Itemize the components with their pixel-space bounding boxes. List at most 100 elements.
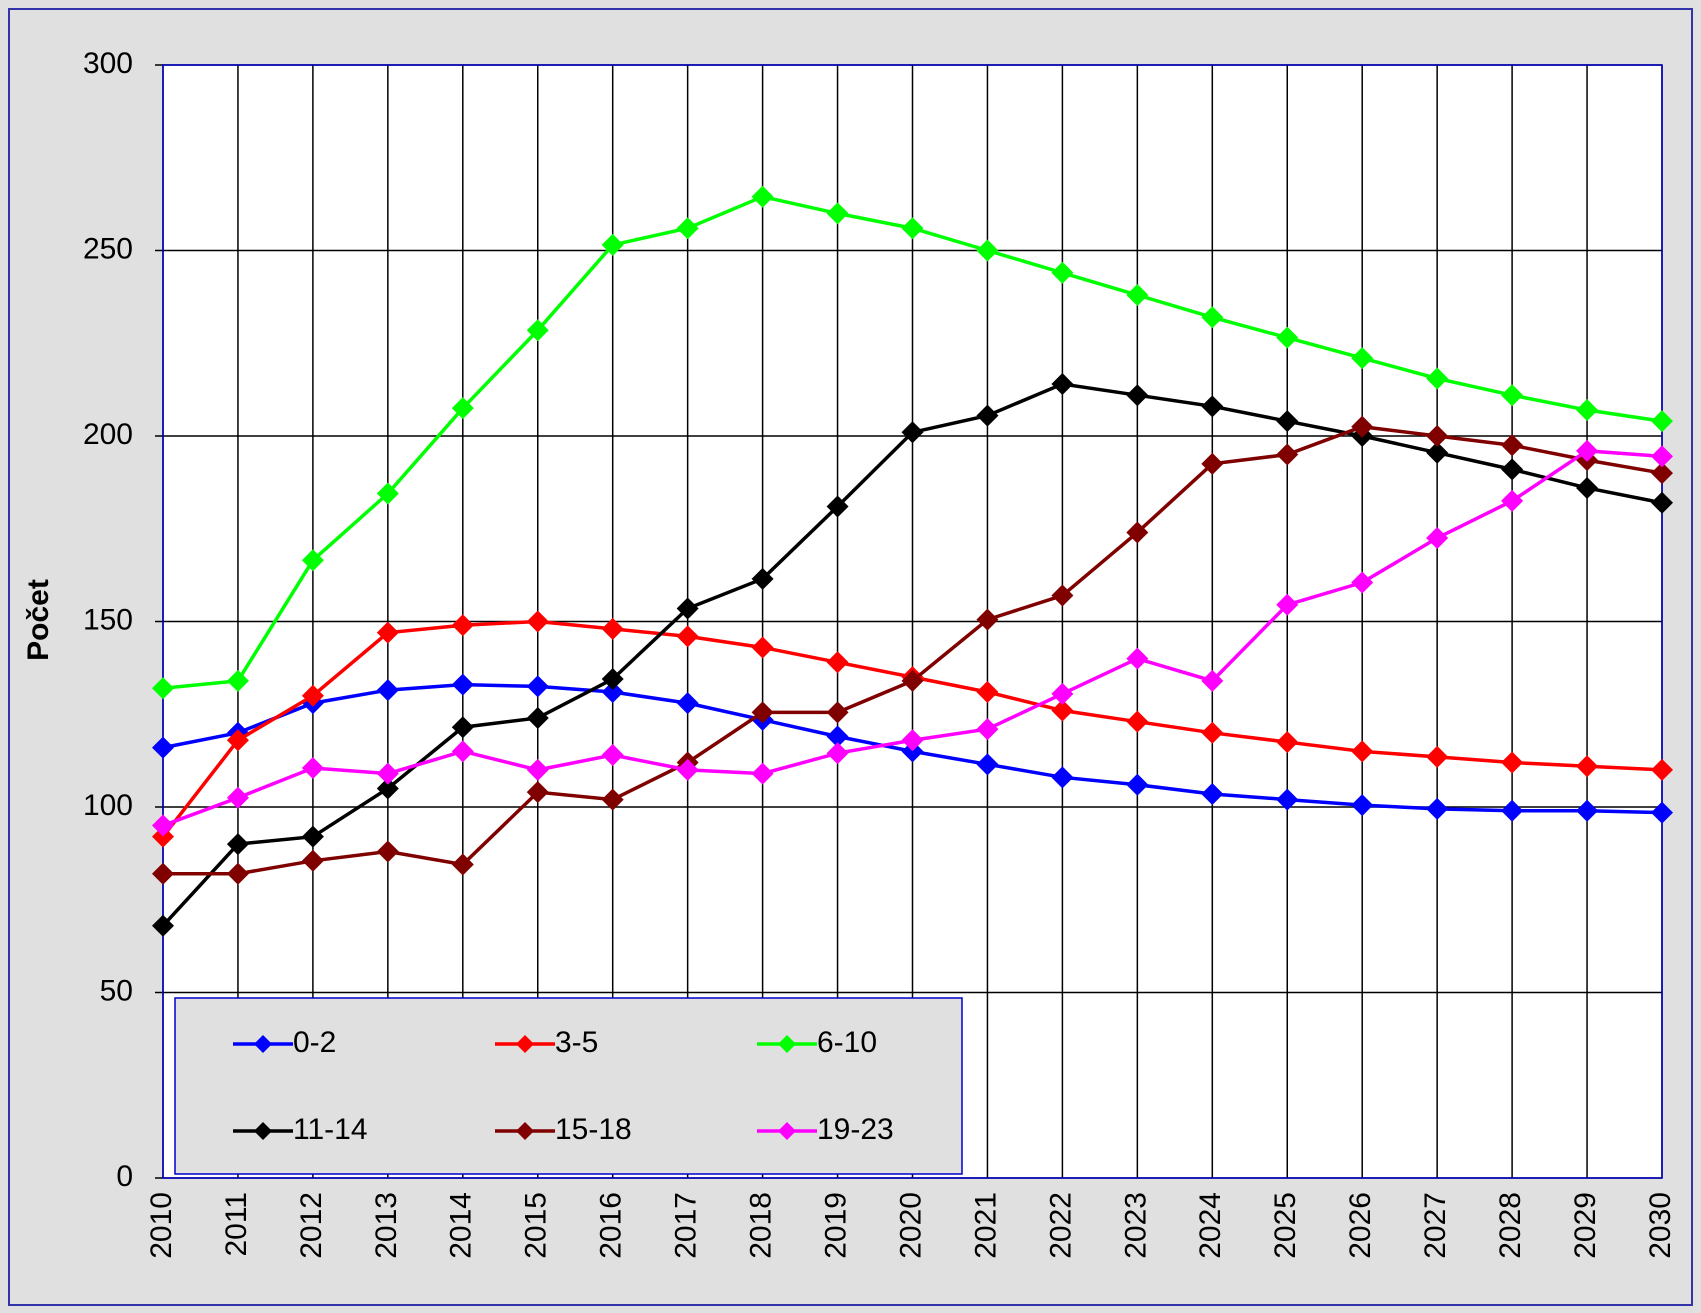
- point: [1651, 445, 1673, 468]
- x-tick-label: 2018: [745, 1192, 778, 1259]
- point: [1351, 740, 1374, 763]
- y-tick-label: 150: [83, 603, 133, 636]
- point: [1201, 669, 1224, 692]
- x-tick-label: 2022: [1044, 1192, 1077, 1259]
- point: [376, 621, 399, 644]
- point: [301, 757, 324, 780]
- x-tick-label: 2030: [1644, 1192, 1677, 1259]
- point: [301, 825, 324, 848]
- x-tick-label: 2015: [520, 1192, 553, 1259]
- point: [1126, 773, 1149, 796]
- point: [601, 680, 624, 703]
- x-tick-label: 2024: [1194, 1192, 1227, 1259]
- point: [451, 614, 474, 637]
- point: [226, 862, 249, 885]
- point: [676, 758, 699, 781]
- point: [1351, 415, 1374, 438]
- point: [1201, 306, 1224, 329]
- point: [751, 185, 774, 208]
- point: [826, 651, 849, 674]
- point: [152, 677, 174, 700]
- point: [451, 853, 474, 876]
- point: [601, 617, 624, 640]
- x-tick-label: 2017: [670, 1192, 703, 1259]
- x-tick-label: 2016: [595, 1192, 628, 1259]
- point: [1501, 384, 1524, 407]
- point: [751, 701, 774, 724]
- point: [152, 814, 174, 837]
- legend-label: 0-2: [293, 1026, 336, 1059]
- point: [751, 636, 774, 659]
- point: [1576, 799, 1599, 822]
- point: [601, 744, 624, 767]
- point: [1051, 766, 1074, 789]
- point: [1501, 799, 1524, 822]
- point: [1201, 452, 1224, 475]
- point: [826, 701, 849, 724]
- point: [676, 597, 699, 620]
- y-tick-label: 100: [83, 789, 133, 822]
- legend-label: 11-14: [293, 1113, 368, 1146]
- point: [152, 825, 174, 848]
- point: [1276, 326, 1299, 349]
- point: [526, 706, 549, 729]
- point: [1351, 794, 1374, 817]
- point: [376, 482, 399, 505]
- x-tick-label: 2013: [370, 1192, 403, 1259]
- point: [226, 729, 249, 752]
- point: [376, 840, 399, 863]
- x-tick-label: 2011: [220, 1192, 253, 1257]
- legend-label: 6-10: [817, 1026, 877, 1059]
- point: [152, 862, 174, 885]
- point: [451, 716, 474, 739]
- legend-marker: [254, 1122, 272, 1140]
- point: [376, 777, 399, 800]
- point: [826, 495, 849, 518]
- legend-marker: [778, 1122, 796, 1140]
- point: [1501, 489, 1524, 512]
- point: [1126, 710, 1149, 733]
- point: [1576, 399, 1599, 422]
- point: [1576, 476, 1599, 499]
- point: [751, 567, 774, 590]
- point: [1276, 731, 1299, 754]
- point: [1051, 682, 1074, 705]
- point: [751, 762, 774, 785]
- point: [901, 740, 924, 763]
- point: [301, 849, 324, 872]
- point: [152, 736, 174, 759]
- point: [1501, 458, 1524, 481]
- x-tick-label: 2026: [1344, 1192, 1377, 1259]
- legend-marker: [254, 1035, 272, 1053]
- point: [1426, 425, 1449, 447]
- point: [1201, 395, 1224, 418]
- point: [1426, 527, 1449, 550]
- point: [901, 729, 924, 752]
- legend-marker: [516, 1035, 534, 1053]
- x-tick-label: 2014: [445, 1192, 478, 1259]
- point: [1426, 441, 1449, 464]
- x-tick-label: 2020: [894, 1192, 927, 1259]
- point: [1126, 521, 1149, 544]
- point: [1276, 410, 1299, 433]
- point: [976, 680, 999, 703]
- point: [601, 233, 624, 256]
- point: [301, 549, 324, 572]
- point: [1051, 699, 1074, 722]
- point: [526, 610, 549, 633]
- point: [376, 762, 399, 785]
- y-tick-label: 50: [100, 974, 133, 1007]
- point: [901, 217, 924, 240]
- point: [1276, 443, 1299, 466]
- legend-marker: [516, 1122, 534, 1140]
- plot-border: [162, 64, 1663, 1179]
- x-tick-label: 2012: [295, 1192, 328, 1259]
- point: [976, 718, 999, 741]
- point: [1051, 261, 1074, 284]
- legend: [174, 997, 963, 1175]
- point: [1501, 751, 1524, 774]
- point: [1276, 788, 1299, 811]
- point: [226, 669, 249, 692]
- point: [1126, 647, 1149, 670]
- x-tick-label: 2025: [1269, 1192, 1302, 1259]
